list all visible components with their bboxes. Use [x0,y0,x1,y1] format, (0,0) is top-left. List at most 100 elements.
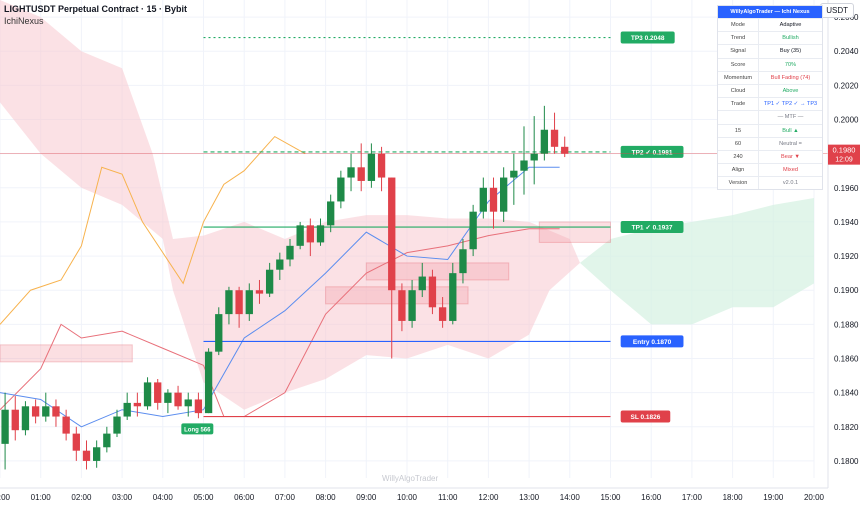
panel-row-key: Score [718,58,759,71]
panel-row-value: Adaptive [779,22,802,28]
candle-body [245,290,253,315]
y-tick-label: 0.1940 [834,218,859,227]
panel-row: Cloud Above [718,83,822,98]
zone [538,221,612,243]
x-tick-label: 09:00 [356,493,377,502]
cloud-bullish [579,198,814,325]
panel-row: — MTF — [718,110,822,124]
panel-row-key: Trend [718,32,759,45]
candle-body [398,290,406,321]
candle-body [520,160,528,171]
time-axis[interactable]: 00:00 01:00 02:00 03:00 04:00 05:00 06:00 07:00… [0,487,828,502]
level-badge [620,31,675,44]
candle-body [479,187,487,212]
level-label: TP2 ✓ 0.1981 [632,149,673,156]
panel-row: Mode Adaptive [718,18,822,32]
level-badge [620,221,684,234]
candle-body [215,314,223,352]
current-price-tag [828,144,860,165]
y-tick-label: 0.2000 [834,116,859,125]
candle-body [276,259,284,270]
candle-body [235,290,243,315]
candle-body [510,170,518,178]
candle-body [11,409,19,431]
zone [0,344,133,363]
y-tick-label: 0.1840 [834,389,859,398]
panel-row-key [718,111,759,124]
x-tick-label: 16:00 [641,493,662,502]
candle-body [164,392,172,403]
indicator-name[interactable]: IchiNexus [4,16,44,26]
candle-body [540,129,549,154]
x-tick-label: 18:00 [723,493,744,502]
status-panel: WillyAlgoTrader — Ichi Nexus Mode Adaptiv… [717,5,823,191]
panel-row: Trade TP1 ✓ TP2 ✓ → TP3 [718,97,822,111]
level-badge [620,335,684,348]
trade-levels: TP3 0.2048 TP2 ✓ 0.1981 TP1 ✓ 0.1937 Entry … [0,31,828,435]
panel-row-value: Buy (35) [779,48,802,55]
candle-body [133,402,142,407]
candle-body [530,153,538,161]
candle-body [194,399,203,414]
panel-row: Momentum Bull Fading (74) [718,70,822,84]
level-label: TP1 ✓ 0.1937 [632,225,673,232]
panel-row-value: TP1 ✓ TP2 ✓ → TP3 [763,101,818,108]
x-tick-label: 05:00 [193,493,214,502]
x-tick-label: 15:00 [600,493,621,502]
currency-badge[interactable]: USDT [820,3,854,18]
x-tick-label: 13:00 [519,493,540,502]
candle-body [82,450,91,461]
candle-body [377,153,386,178]
candle-body [174,392,182,407]
candle-body [316,225,325,243]
x-tick-label: 17:00 [682,493,703,502]
y-tick-label: 0.1820 [834,423,859,432]
candle-body [388,177,396,291]
candle-body [265,269,274,294]
candle-body [184,399,192,407]
candle-body [225,290,233,315]
panel-row: 15 Bull ▲ [718,123,822,137]
candle-body [21,406,30,431]
price-axis[interactable]: 0.1800 0.1820 0.1840 0.1860 0.1880 0.1900 0.19… [827,0,860,488]
candle-body [561,146,569,154]
level-badge [620,145,684,158]
x-tick-label: 03:00 [112,493,133,502]
candle-body [337,177,345,202]
signal-badge [181,423,214,435]
panel-row: Align Mixed [718,163,822,177]
level-label: Entry 0.1870 [633,339,672,346]
panel-row-value: 70% [784,61,797,68]
candle-body [418,276,426,291]
candle-body [154,382,162,403]
y-tick-label: 0.2020 [834,81,859,90]
candle-body [489,187,498,212]
x-tick-label: 04:00 [153,493,174,502]
candle-body [204,351,213,414]
panel-row-key: 60 [718,137,759,150]
candle-body [1,409,9,444]
x-tick-label: 20:00 [804,493,825,502]
candle-body [296,225,304,246]
x-tick-label: 06:00 [234,493,255,502]
x-tick-label: 19:00 [763,493,784,502]
panel-row-key: Cloud [718,84,759,98]
y-tick-label: 0.1800 [834,457,859,466]
candle-body [438,307,447,321]
panel-row-value: Bull Fading (74) [770,74,811,81]
signal-label: Long 566 [184,427,211,433]
x-tick-label: 14:00 [560,493,581,502]
level-badge [620,410,671,423]
panel-row-value: v2.0.1 [782,180,799,187]
candle-body [62,416,70,434]
level-label: TP3 0.2048 [631,35,665,42]
candle-body [113,416,121,434]
panel-row-value: Neutral = [779,140,802,147]
panel-row: 240 Bear ▼ [718,149,822,164]
candle-body [143,382,152,407]
candle-body [42,406,50,417]
candle-body [499,177,508,212]
candle-body [428,276,437,308]
symbol-title[interactable]: LIGHTUSDT Perpetual Contract · 15 · Bybi… [4,4,188,14]
